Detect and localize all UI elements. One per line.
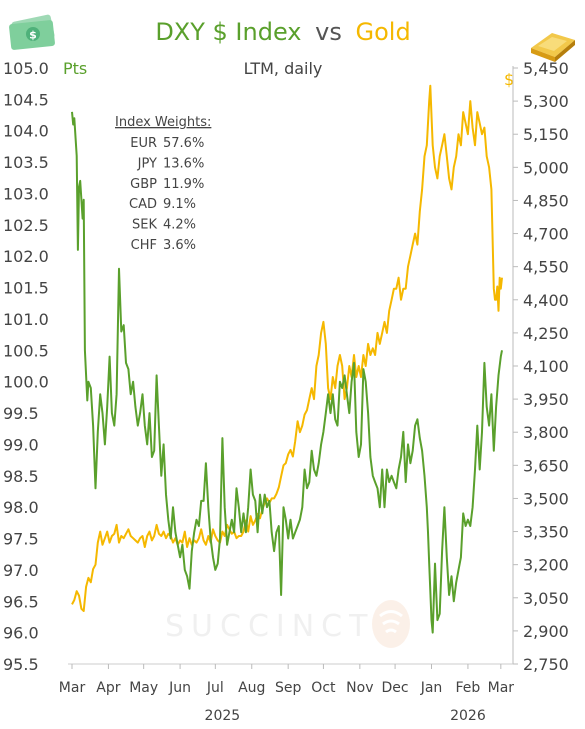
x-tick-label: May: [129, 680, 158, 696]
weight-currency: EUR: [130, 136, 157, 151]
left-tick-label: 97.0: [3, 561, 39, 580]
left-tick-label: 105.0: [3, 59, 49, 78]
title-dxy: DXY $ Index: [155, 18, 301, 46]
x-tick-label: Dec: [382, 680, 409, 696]
right-tick-label: 3,950: [523, 390, 569, 409]
left-tick-label: 98.0: [3, 498, 39, 517]
right-tick-label: 5,000: [523, 158, 569, 177]
x-tick-label: Mar: [488, 680, 515, 696]
left-tick-label: 102.0: [3, 247, 49, 266]
right-tick-label: 3,650: [523, 456, 569, 475]
x-tick-label: Jul: [206, 680, 224, 696]
right-tick-label: 5,300: [523, 92, 569, 111]
x-year-label: 2025: [205, 708, 241, 724]
left-tick-label: 101.0: [3, 310, 49, 329]
left-tick-label: 99.0: [3, 435, 39, 454]
title-vs: vs: [315, 18, 342, 46]
left-tick-label: 104.0: [3, 122, 49, 141]
x-tick-label: Nov: [346, 680, 373, 696]
index-weights: Index Weights: EUR 57.6% JPY 13.6% GBP 11.9% C…: [115, 115, 211, 253]
weight-percent: 9.1%: [163, 197, 196, 212]
weight-percent: 4.2%: [163, 218, 196, 233]
left-tick-label: 103.5: [3, 153, 49, 172]
svg-text:$: $: [29, 29, 37, 42]
left-tick-label: 103.0: [3, 184, 49, 203]
right-tick-label: 4,550: [523, 258, 569, 277]
left-tick-label: 99.5: [3, 404, 39, 423]
x-tick-label: Sep: [275, 680, 302, 696]
right-tick-label: 5,150: [523, 125, 569, 144]
left-tick-label: 100.5: [3, 341, 49, 360]
right-tick-label: 3,500: [523, 489, 569, 508]
gold-bar-icon: [531, 33, 575, 62]
x-axis-ticks: Mar Apr May Jun Jul Aug Sep Oct Nov Dec Jan Feb Mar: [59, 664, 514, 696]
x-tick-label: Apr: [96, 680, 120, 696]
watermark: SUCCINCT: [165, 600, 410, 648]
left-tick-label: 96.0: [3, 624, 39, 643]
right-tick-label: 3,800: [523, 423, 569, 442]
right-tick-label: 3,050: [523, 589, 569, 608]
left-tick-label: 98.5: [3, 467, 39, 486]
left-tick-label: 104.5: [3, 90, 49, 109]
x-tick-label: Feb: [456, 680, 481, 696]
left-tick-label: 97.5: [3, 530, 39, 549]
gold-series-line: [71, 84, 503, 612]
dollar-banknote-icon: $: [9, 14, 55, 50]
x-tick-label: Aug: [238, 680, 265, 696]
left-axis-ticks: 105.0 104.5 104.0 103.5 103.0 102.5 102.0 101.5…: [3, 59, 49, 674]
weight-currency: JPY: [137, 156, 157, 171]
watermark-logo-icon: [372, 600, 410, 648]
weight-percent: 11.9%: [163, 177, 204, 192]
right-axis-ticks: 5,450 5,300 5,150 5,000 4,850 4,700 4,550 4,400…: [513, 59, 569, 674]
left-tick-label: 101.5: [3, 279, 49, 298]
weight-currency: CAD: [129, 197, 157, 212]
right-tick-label: 2,750: [523, 655, 569, 674]
chart-subtitle: LTM, daily: [244, 59, 323, 78]
x-tick-label: Oct: [311, 680, 336, 696]
right-tick-label: 3,350: [523, 523, 569, 542]
left-axis-label: Pts: [63, 59, 87, 78]
weight-currency: GBP: [130, 177, 157, 192]
plot-area: [71, 84, 503, 634]
right-tick-label: 5,450: [523, 59, 569, 78]
weight-percent: 57.6%: [163, 136, 204, 151]
right-tick-label: 4,850: [523, 191, 569, 210]
x-tick-label: Mar: [59, 680, 86, 696]
left-tick-label: 96.5: [3, 592, 39, 611]
left-tick-label: 100.0: [3, 373, 49, 392]
left-tick-label: 95.5: [3, 655, 39, 674]
x-tick-label: Jun: [168, 680, 191, 696]
x-tick-label: Jan: [420, 680, 443, 696]
watermark-text: SUCCINCT: [165, 609, 374, 644]
right-tick-label: 4,100: [523, 357, 569, 376]
x-year-label: 2026: [450, 708, 486, 724]
chart-title: DXY $ Index vs Gold: [155, 18, 410, 46]
weight-percent: 3.6%: [163, 238, 196, 253]
dxy-series-line: [71, 111, 503, 634]
right-axis-label: $: [504, 70, 514, 89]
left-tick-label: 102.5: [3, 216, 49, 235]
right-tick-label: 2,900: [523, 622, 569, 641]
weight-percent: 13.6%: [163, 156, 204, 171]
x-axis-years: 2025 2026: [205, 708, 486, 724]
weight-currency: CHF: [131, 238, 157, 253]
weight-currency: SEK: [132, 218, 157, 233]
right-tick-label: 4,250: [523, 324, 569, 343]
weights-title: Index Weights:: [115, 115, 211, 130]
right-tick-label: 4,400: [523, 291, 569, 310]
right-tick-label: 4,700: [523, 225, 569, 244]
title-gold: Gold: [356, 18, 411, 46]
right-tick-label: 3,200: [523, 556, 569, 575]
